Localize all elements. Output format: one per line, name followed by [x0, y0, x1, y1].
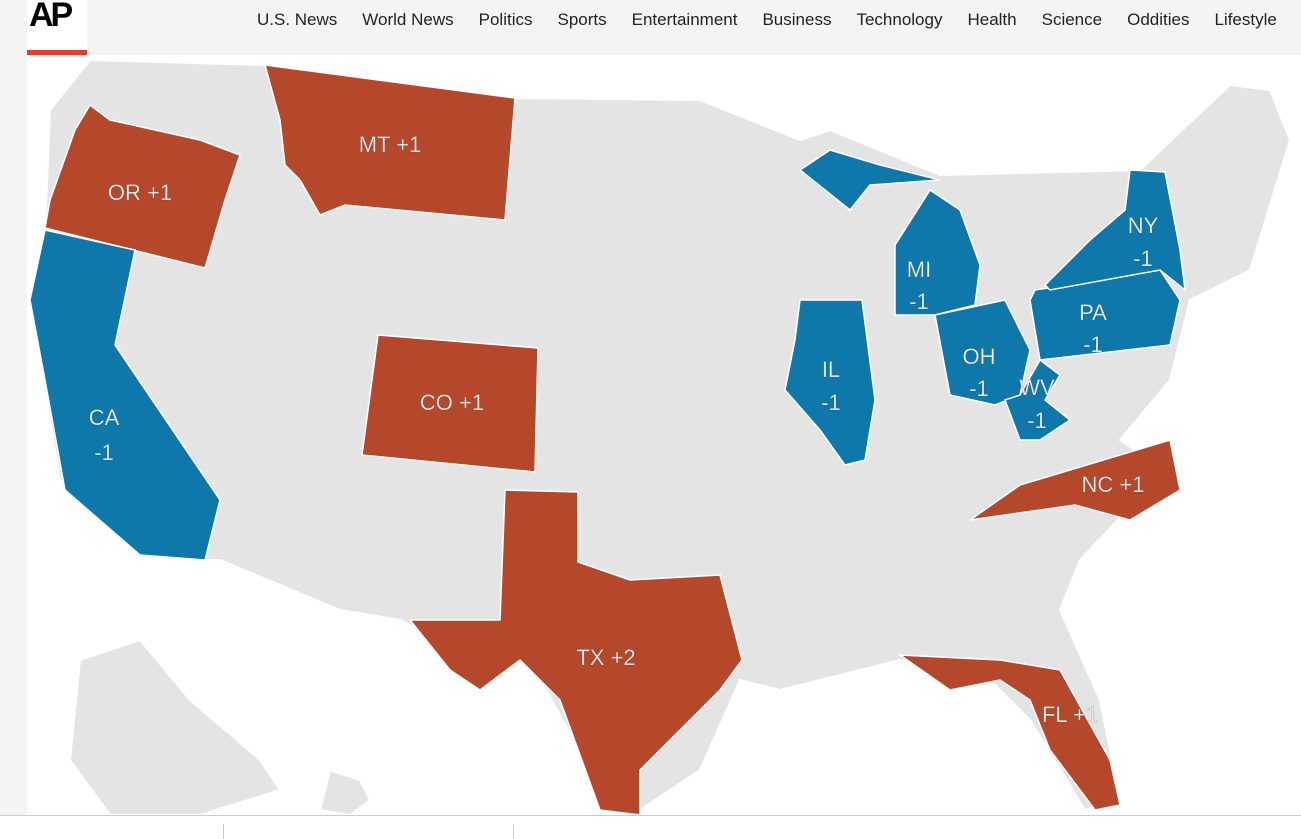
logo-bar	[27, 50, 87, 55]
state-mt[interactable]	[263, 64, 516, 221]
label-fl: FL +1	[1042, 702, 1098, 727]
nav-oddities[interactable]: Oddities	[1127, 10, 1190, 29]
label-mi-change: -1	[909, 289, 929, 314]
us-map-svg: OR +1 MT +1 CO +1 TX +2 NC +1 FL +1 CA -…	[28, 58, 1292, 815]
label-wv-change: -1	[1027, 408, 1047, 433]
label-pa: PA	[1079, 300, 1107, 325]
label-or: OR +1	[108, 180, 172, 205]
label-ny-change: -1	[1133, 246, 1153, 271]
label-oh: OH	[963, 344, 996, 369]
state-mi-upper[interactable]	[798, 149, 941, 212]
nav-health[interactable]: Health	[967, 10, 1017, 29]
state-ny[interactable]	[1043, 169, 1186, 292]
nav-lifestyle[interactable]: Lifestyle	[1214, 10, 1277, 29]
label-wv: WV	[1019, 375, 1055, 400]
label-oh-change: -1	[969, 376, 989, 401]
state-tx[interactable]	[408, 489, 743, 815]
alaska	[68, 638, 282, 815]
label-ny: NY	[1128, 213, 1159, 238]
nav-sports[interactable]: Sports	[557, 10, 607, 29]
label-il: IL	[822, 357, 840, 382]
main-nav: U.S. News World News Politics Sports Ent…	[257, 10, 1277, 30]
divider	[223, 824, 224, 839]
nav-technology[interactable]: Technology	[856, 10, 943, 29]
state-il[interactable]	[784, 299, 876, 466]
hawaii	[318, 768, 372, 815]
state-pa[interactable]	[1029, 269, 1181, 361]
state-wv[interactable]	[1004, 358, 1072, 441]
label-ca: CA	[89, 405, 120, 430]
site-header: AP U.S. News World News Politics Sports …	[0, 0, 1301, 55]
nav-world-news[interactable]: World News	[362, 10, 454, 29]
label-mi: MI	[907, 257, 931, 282]
divider	[513, 824, 514, 839]
state-co[interactable]	[361, 334, 539, 473]
label-pa-change: -1	[1083, 332, 1103, 357]
state-mi-lower[interactable]	[894, 188, 981, 316]
ap-logo[interactable]: AP	[27, 0, 87, 55]
label-co: CO +1	[420, 390, 484, 415]
nav-science[interactable]: Science	[1041, 10, 1103, 29]
nav-entertainment[interactable]: Entertainment	[631, 10, 738, 29]
nav-politics[interactable]: Politics	[478, 10, 533, 29]
label-mt: MT +1	[359, 132, 422, 157]
nav-us-news[interactable]: U.S. News	[257, 10, 338, 29]
state-nc[interactable]	[969, 439, 1181, 521]
us-outline	[28, 58, 1292, 812]
apportionment-map: OR +1 MT +1 CO +1 TX +2 NC +1 FL +1 CA -…	[27, 55, 1301, 815]
state-or[interactable]	[44, 103, 241, 269]
logo-text: AP	[29, 0, 73, 34]
label-nc: NC +1	[1082, 472, 1145, 497]
nav-business[interactable]: Business	[762, 10, 832, 29]
label-il-change: -1	[821, 390, 841, 415]
footer-strip	[0, 815, 1301, 839]
state-fl[interactable]	[897, 654, 1121, 811]
state-ca[interactable]	[29, 229, 221, 561]
label-ca-change: -1	[94, 440, 114, 465]
label-tx: TX +2	[576, 645, 635, 670]
